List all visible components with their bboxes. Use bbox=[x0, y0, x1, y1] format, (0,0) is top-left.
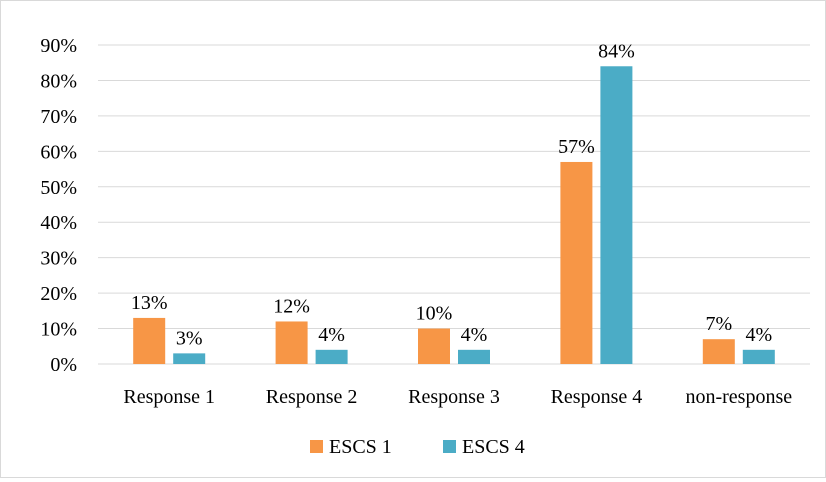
bar-escs-1-response-4 bbox=[560, 161, 593, 364]
y-axis-tick-labels: 0% 10% 20% 30% 40% 50% 60% 70% 80% 90% bbox=[40, 35, 77, 376]
category-label-non-response: non-response bbox=[685, 386, 792, 408]
bars bbox=[133, 66, 775, 365]
y-tick-label-50: 50% bbox=[40, 177, 77, 199]
y-tick-label-30: 30% bbox=[40, 248, 77, 270]
y-tick-label-10: 10% bbox=[40, 319, 77, 341]
category-label-response-1: Response 1 bbox=[123, 386, 215, 408]
bar-escs-4-response-2 bbox=[315, 349, 348, 364]
bar-escs-4-response-4 bbox=[600, 66, 633, 365]
data-label-escs-4-response-2: 4% bbox=[318, 324, 345, 346]
data-label-escs-4-non-response: 4% bbox=[745, 324, 772, 346]
bar-escs-4-response-3 bbox=[458, 349, 490, 364]
legend-swatch-escs-4 bbox=[443, 440, 456, 453]
data-label-escs-1-response-2: 12% bbox=[273, 295, 310, 317]
y-tick-label-90: 90% bbox=[40, 35, 77, 57]
category-label-response-3: Response 3 bbox=[408, 386, 500, 408]
bar-escs-1-non-response bbox=[702, 339, 735, 364]
bar-escs-4-response-1 bbox=[173, 353, 206, 364]
legend-label-escs-1: ESCS 1 bbox=[329, 436, 392, 458]
y-tick-label-40: 40% bbox=[40, 212, 77, 234]
y-tick-label-20: 20% bbox=[40, 283, 77, 305]
data-label-escs-1-response-4: 57% bbox=[558, 136, 595, 158]
category-label-response-4: Response 4 bbox=[551, 386, 643, 408]
gridlines bbox=[98, 44, 810, 365]
data-label-escs-1-response-3: 10% bbox=[416, 303, 453, 325]
data-label-escs-4-response-3: 4% bbox=[461, 324, 488, 346]
data-label-escs-4-response-1: 3% bbox=[176, 327, 203, 349]
bar-escs-1-response-1 bbox=[133, 317, 166, 364]
legend-label-escs-4: ESCS 4 bbox=[462, 436, 525, 458]
legend: ESCS 1 ESCS 4 bbox=[310, 436, 525, 458]
y-tick-label-80: 80% bbox=[40, 70, 77, 92]
x-axis-category-labels: Response 1 Response 2 Response 3 Response 4… bbox=[123, 386, 792, 408]
data-labels: 13% 3% 12% 4% 10% 4% 57% 84% 7% 4% bbox=[131, 40, 772, 349]
y-tick-label-0: 0% bbox=[50, 354, 77, 376]
data-label-escs-4-response-4: 84% bbox=[598, 40, 635, 62]
y-tick-label-60: 60% bbox=[40, 141, 77, 163]
category-label-response-2: Response 2 bbox=[266, 386, 358, 408]
bar-escs-1-response-3 bbox=[418, 328, 450, 364]
bar-escs-4-non-response bbox=[742, 349, 775, 364]
data-label-escs-1-non-response: 7% bbox=[705, 313, 732, 335]
legend-swatch-escs-1 bbox=[310, 440, 323, 453]
bar-escs-1-response-2 bbox=[275, 321, 308, 364]
data-label-escs-1-response-1: 13% bbox=[131, 292, 168, 314]
y-tick-label-70: 70% bbox=[40, 106, 77, 128]
